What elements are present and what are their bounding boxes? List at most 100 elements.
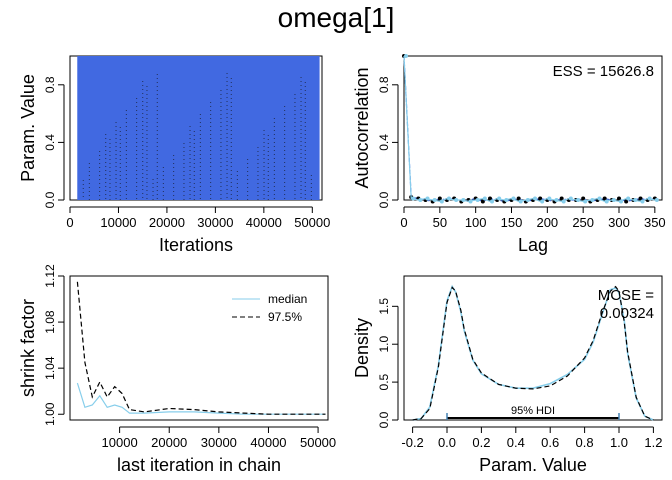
acf-point xyxy=(602,196,607,201)
x-tick-label: 250 xyxy=(572,215,594,230)
mcse-label: MCSE = xyxy=(598,287,655,304)
density-chain-1 xyxy=(412,285,654,421)
acf-point xyxy=(432,198,437,202)
acf-point xyxy=(525,198,530,202)
acf-point xyxy=(538,196,543,201)
y-axis: 0.0 0.5 1.0 1.5 xyxy=(377,298,399,428)
x-tick-label: -0.2 xyxy=(401,435,423,450)
x-tick-label: 10000 xyxy=(100,215,136,230)
acf-point xyxy=(626,196,631,201)
x-tick-label: 0.0 xyxy=(438,435,456,450)
x-tick-label: 300 xyxy=(608,215,630,230)
y-tick-label: 0.8 xyxy=(43,76,57,93)
y-tick-label: 1.5 xyxy=(377,298,391,315)
acf-point xyxy=(516,196,521,201)
plot-frame xyxy=(403,275,663,421)
acf-point xyxy=(561,199,566,204)
acf-point xyxy=(482,196,487,201)
acf-point xyxy=(638,196,643,201)
trace-band xyxy=(77,56,320,200)
x-tick-label: 10000 xyxy=(102,435,138,450)
acf-point xyxy=(454,198,459,202)
x-axis: -0.2 0.0 0.2 0.4 0.6 0.8 1.0 1.2 xyxy=(401,426,662,450)
acf-point xyxy=(619,199,623,204)
acf-point xyxy=(504,198,509,202)
x-tick-label: 50000 xyxy=(300,435,336,450)
y-tick-label: 1.0 xyxy=(377,336,391,353)
acf-point xyxy=(533,196,537,201)
acf-point xyxy=(418,198,423,202)
acf-point xyxy=(447,196,451,201)
y-tick-label: 0.8 xyxy=(377,76,391,93)
x-axis: 0 50 100 150 200 250 300 350 xyxy=(400,206,666,230)
mcse-value: 0.00324 xyxy=(600,305,654,322)
acf-point xyxy=(604,199,609,204)
acf-point xyxy=(411,196,416,201)
shrink-legend: median 97.5% xyxy=(232,292,307,324)
acf-point xyxy=(468,199,473,204)
figure-title: omega[1] xyxy=(277,2,395,33)
x-tick-label: 30000 xyxy=(197,215,233,230)
acf-point xyxy=(439,199,444,204)
acf-point xyxy=(425,196,430,201)
x-axis-label: Iterations xyxy=(159,235,233,255)
acf-point xyxy=(633,198,638,202)
acf-point xyxy=(590,198,595,202)
acf-point xyxy=(624,199,629,204)
acf-point xyxy=(559,196,564,201)
x-tick-label: 1.0 xyxy=(610,435,628,450)
y-axis: 0.0 0.4 0.8 xyxy=(43,76,65,208)
x-tick-label: 0.8 xyxy=(576,435,594,450)
x-axis-label: Lag xyxy=(518,235,548,255)
y-tick-label: 1.12 xyxy=(43,264,57,288)
y-tick-label: 0.0 xyxy=(377,191,391,208)
acf-point xyxy=(611,198,616,202)
acf-point xyxy=(581,196,586,201)
legend-label-quantile: 97.5% xyxy=(268,310,302,324)
acf-point xyxy=(583,199,588,204)
x-tick-label: 20000 xyxy=(151,435,187,450)
plot-frame xyxy=(69,275,329,421)
acf-point xyxy=(647,196,652,201)
y-tick-label: 0.4 xyxy=(377,134,391,151)
acf-point xyxy=(597,196,602,201)
x-axis-label: Param. Value xyxy=(479,455,587,475)
x-tick-label: 0.4 xyxy=(507,435,525,450)
y-axis: 0.0 0.4 0.8 xyxy=(377,76,399,208)
legend-label-median: median xyxy=(268,292,307,306)
y-tick-label: 1.04 xyxy=(43,356,57,380)
acf-point xyxy=(617,196,621,201)
median-line xyxy=(76,382,326,415)
acf-plot: 0 50 100 150 200 250 300 350 0.0 0.4 0.8 Lag Autocor… xyxy=(352,54,666,255)
acf-point xyxy=(518,199,523,204)
y-axis: 1.00 1.04 1.08 1.12 xyxy=(43,264,65,426)
acf-point xyxy=(654,198,659,202)
trace-plot: 0 10000 20000 30000 40000 50000 0.0 0.4 0.8 Itera… xyxy=(18,55,330,255)
ess-annotation: ESS = 15626.8 xyxy=(553,63,654,80)
x-axis: 0 10000 20000 30000 40000 50000 xyxy=(66,206,330,230)
y-axis-label: Density xyxy=(352,318,372,378)
hdi-label: 95% HDI xyxy=(511,405,555,417)
acf-point xyxy=(497,196,502,201)
acf-point xyxy=(488,196,492,201)
y-tick-label: 0.5 xyxy=(377,373,391,390)
x-tick-label: 1.2 xyxy=(644,435,662,450)
x-tick-label: 100 xyxy=(465,215,487,230)
x-tick-label: 200 xyxy=(536,215,558,230)
x-tick-label: 40000 xyxy=(250,435,286,450)
x-tick-label: 40000 xyxy=(246,215,282,230)
y-tick-label: 0.4 xyxy=(43,134,57,151)
y-tick-label: 0.0 xyxy=(43,191,57,208)
acf-point xyxy=(568,196,573,201)
acf-point xyxy=(540,199,545,204)
x-tick-label: 0.2 xyxy=(472,435,490,450)
x-tick-label: 0 xyxy=(66,215,73,230)
y-axis-label: Autocorrelation xyxy=(352,67,372,188)
y-axis-label: Param. Value xyxy=(18,74,38,182)
acf-point xyxy=(511,196,516,201)
acf-point xyxy=(475,198,480,202)
x-tick-label: 0 xyxy=(400,215,407,230)
acf-point xyxy=(480,199,485,204)
x-tick-label: 50000 xyxy=(294,215,330,230)
